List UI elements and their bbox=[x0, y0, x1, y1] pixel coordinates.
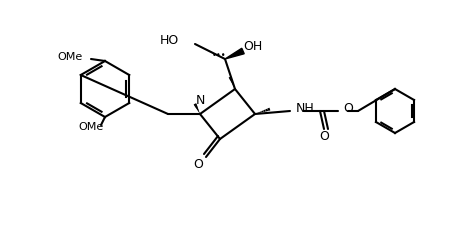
Text: OMe: OMe bbox=[58, 52, 83, 62]
Text: N: N bbox=[195, 94, 205, 107]
Text: O: O bbox=[343, 102, 353, 115]
Text: NH: NH bbox=[296, 102, 315, 115]
Text: OH: OH bbox=[243, 41, 262, 53]
Text: O: O bbox=[193, 159, 203, 172]
Text: OMe: OMe bbox=[79, 122, 103, 132]
Text: O: O bbox=[319, 131, 329, 143]
Polygon shape bbox=[225, 48, 244, 59]
Text: HO: HO bbox=[160, 33, 179, 47]
Text: •••: ••• bbox=[212, 51, 226, 61]
